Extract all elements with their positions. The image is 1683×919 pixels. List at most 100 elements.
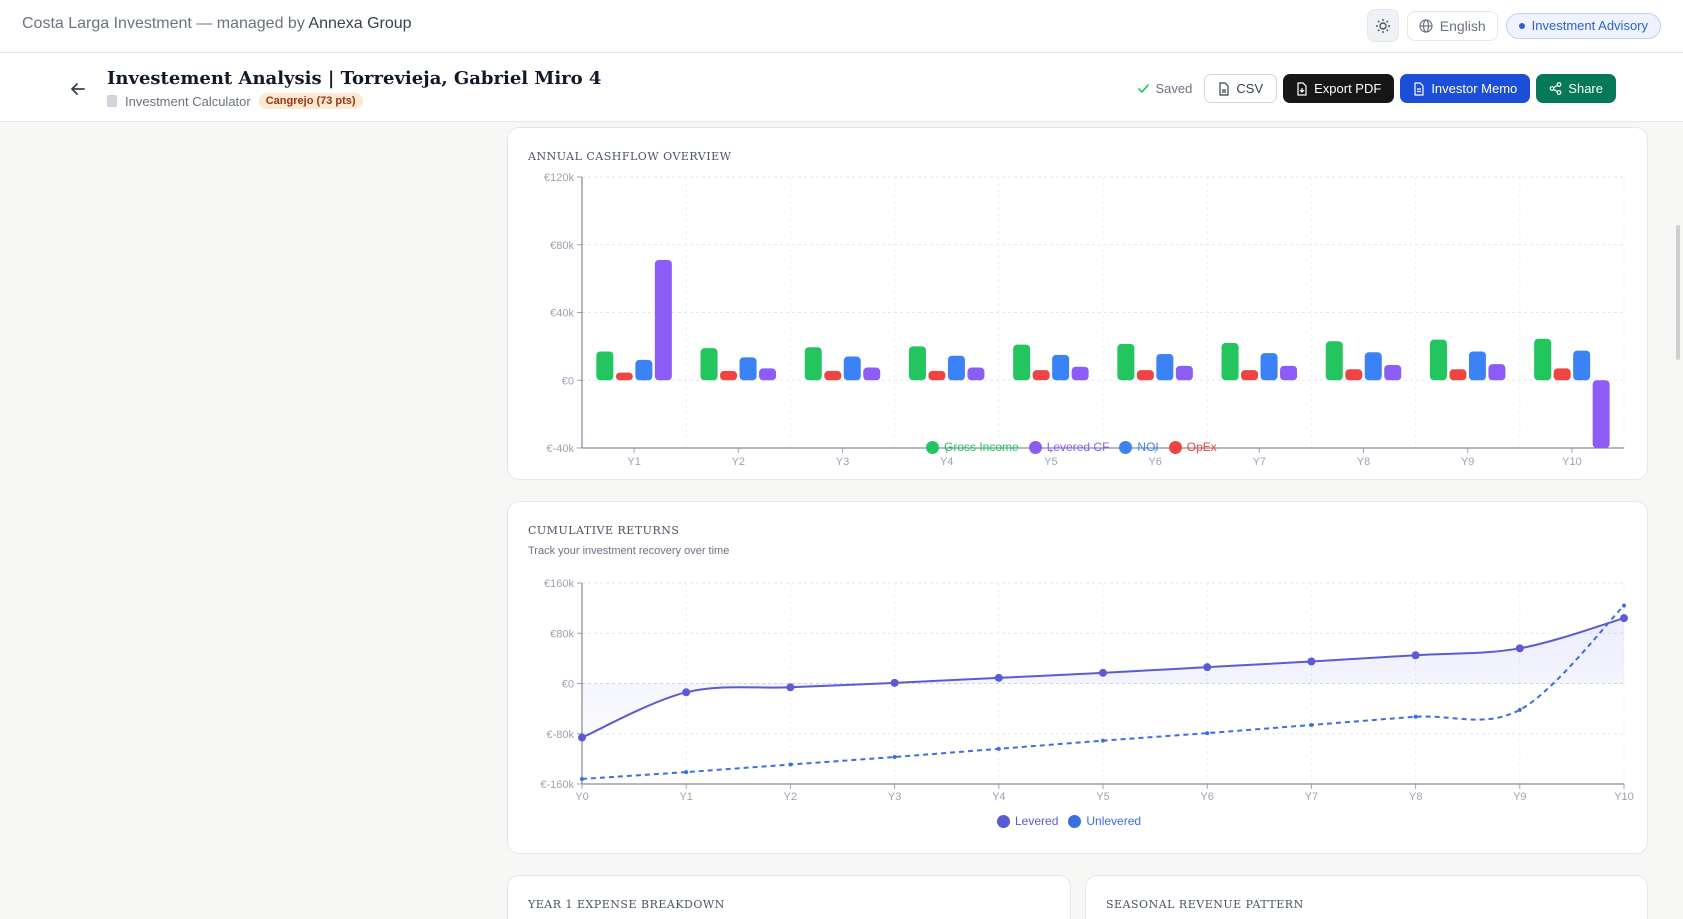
point-unlevered bbox=[1517, 707, 1522, 712]
cumulative-returns-chart: €-160k €-80k €0 €80k €160k Y0 Y1 Y2 Y3 Y4 Y5 Y6 Y7 Y8… bbox=[540, 578, 1634, 803]
bar-levered-cf bbox=[1592, 380, 1610, 448]
bar-gross-income bbox=[1534, 338, 1552, 381]
x-tick-label: Y9 bbox=[1513, 791, 1526, 803]
bar-levered-cf bbox=[1488, 364, 1506, 381]
language-label: English bbox=[1439, 17, 1486, 34]
bar-opex bbox=[615, 372, 633, 381]
x-tick-label: Y1 bbox=[679, 791, 692, 803]
bar-gross-income bbox=[908, 346, 926, 381]
legend-item[interactable]: Levered bbox=[997, 814, 1058, 828]
investment-advisory-badge[interactable]: Investment Advisory bbox=[1505, 12, 1661, 39]
x-tick-label: Y1 bbox=[627, 456, 640, 468]
point-unlevered bbox=[580, 776, 584, 781]
expense-breakdown-card: YEAR 1 EXPENSE BREAKDOWN bbox=[507, 875, 1071, 919]
bar-noi bbox=[635, 359, 653, 381]
subtitle-label: Investment Calculator bbox=[125, 93, 251, 109]
language-selector[interactable]: English bbox=[1406, 10, 1498, 41]
bar-noi bbox=[1052, 354, 1070, 381]
x-tick-label: Y9 bbox=[1461, 456, 1474, 468]
point-levered bbox=[578, 733, 586, 742]
bar-gross-income bbox=[700, 348, 718, 381]
bar-gross-income bbox=[1117, 343, 1135, 381]
bar-noi bbox=[1364, 352, 1382, 381]
csv-button[interactable]: CSV bbox=[1204, 74, 1278, 103]
legend-swatch bbox=[1119, 440, 1133, 454]
bar-noi bbox=[1573, 350, 1591, 381]
bar-opex bbox=[1449, 369, 1467, 381]
file-download-icon bbox=[1297, 81, 1307, 96]
card-title: ANNUAL CASHFLOW OVERVIEW bbox=[528, 150, 732, 163]
bar-opex bbox=[1345, 369, 1363, 381]
scrollbar[interactable] bbox=[1676, 225, 1680, 360]
legend-swatch bbox=[997, 814, 1010, 828]
y-tick-label: €-40k bbox=[546, 443, 574, 455]
document-icon bbox=[1414, 81, 1424, 96]
y-tick-label: €0 bbox=[562, 375, 574, 387]
x-tick-label: Y4 bbox=[940, 456, 953, 468]
point-unlevered bbox=[1101, 738, 1105, 743]
investor-memo-button[interactable]: Investor Memo bbox=[1400, 74, 1531, 103]
x-tick-label: Y2 bbox=[732, 456, 745, 468]
area-levered bbox=[582, 618, 1624, 738]
chart-legend: Levered Unlevered bbox=[997, 814, 1141, 828]
share-label: Share bbox=[1568, 81, 1603, 96]
legend-label: NOI bbox=[1137, 440, 1159, 454]
file-icon bbox=[1219, 81, 1229, 96]
legend-item[interactable]: Gross Income bbox=[926, 440, 1019, 454]
seasonal-revenue-card: SEASONAL REVENUE PATTERN bbox=[1085, 875, 1648, 919]
calculator-icon bbox=[107, 95, 117, 107]
point-levered bbox=[1099, 668, 1107, 677]
back-button[interactable] bbox=[66, 77, 90, 101]
bar-levered-cf bbox=[1175, 365, 1193, 381]
brand-text: Costa Larga Investment — managed by Anne… bbox=[22, 15, 412, 33]
bar-opex bbox=[1553, 368, 1571, 381]
sun-icon bbox=[1375, 18, 1390, 33]
legend-item[interactable]: Levered CF bbox=[1028, 440, 1110, 454]
card-subtitle: Track your investment recovery over time bbox=[528, 545, 730, 557]
legend-item[interactable]: Unlevered bbox=[1068, 814, 1141, 828]
point-levered bbox=[1307, 657, 1316, 666]
point-unlevered bbox=[892, 754, 897, 759]
x-tick-label: Y5 bbox=[1096, 791, 1109, 803]
brand-company: Annexa Group bbox=[308, 15, 412, 32]
bar-opex bbox=[1136, 370, 1154, 381]
x-tick-label: Y10 bbox=[1614, 791, 1634, 803]
globe-icon bbox=[1419, 18, 1433, 33]
point-unlevered bbox=[996, 746, 1001, 751]
bar-levered-cf bbox=[1071, 366, 1089, 381]
bar-levered-cf bbox=[759, 368, 777, 381]
x-tick-label: Y8 bbox=[1357, 456, 1370, 468]
legend-label: Gross Income bbox=[944, 440, 1019, 454]
annual-cashflow-card: ANNUAL CASHFLOW OVERVIEW €-40k €0 €40k €80k… bbox=[507, 127, 1648, 480]
share-icon bbox=[1549, 82, 1562, 95]
y-tick-label: €120k bbox=[544, 172, 574, 184]
legend-label: OpEx bbox=[1186, 440, 1217, 454]
legend-swatch bbox=[1068, 814, 1082, 828]
top-bar: Costa Larga Investment — managed by Anne… bbox=[0, 0, 1683, 53]
x-tick-label: Y2 bbox=[784, 791, 797, 803]
legend-label: Unlevered bbox=[1086, 814, 1142, 828]
annual-cashflow-chart: €-40k €0 €40k €80k €120k Y1 Y2 Y3 Y4 Y5 Y6 Y7 Y8 Y9 Y1… bbox=[544, 172, 1625, 468]
brand-prefix: Costa Larga Investment — managed by bbox=[22, 15, 305, 32]
x-tick-label: Y4 bbox=[992, 791, 1005, 803]
saved-status: Saved bbox=[1137, 81, 1192, 96]
bar-noi bbox=[947, 355, 965, 381]
legend-label: Levered CF bbox=[1046, 440, 1110, 454]
investor-memo-label: Investor Memo bbox=[1431, 81, 1518, 96]
point-levered bbox=[1203, 663, 1212, 672]
x-tick-label: Y3 bbox=[836, 456, 849, 468]
point-unlevered bbox=[1205, 731, 1210, 736]
point-unlevered bbox=[1309, 722, 1314, 727]
theme-toggle-button[interactable] bbox=[1366, 9, 1399, 42]
y-tick-label: €-80k bbox=[546, 729, 574, 741]
legend-item[interactable]: NOI bbox=[1119, 440, 1159, 454]
bar-noi bbox=[1260, 353, 1278, 381]
bar-noi bbox=[1156, 353, 1174, 381]
share-button[interactable]: Share bbox=[1536, 74, 1616, 103]
export-pdf-button[interactable]: Export PDF bbox=[1283, 74, 1395, 103]
y-tick-label: €-160k bbox=[540, 779, 574, 791]
bar-gross-income bbox=[1221, 342, 1239, 381]
legend-swatch bbox=[1168, 440, 1182, 454]
legend-item[interactable]: OpEx bbox=[1168, 440, 1217, 454]
page-header: Investement Analysis | Torrevieja, Gabri… bbox=[0, 53, 1683, 122]
